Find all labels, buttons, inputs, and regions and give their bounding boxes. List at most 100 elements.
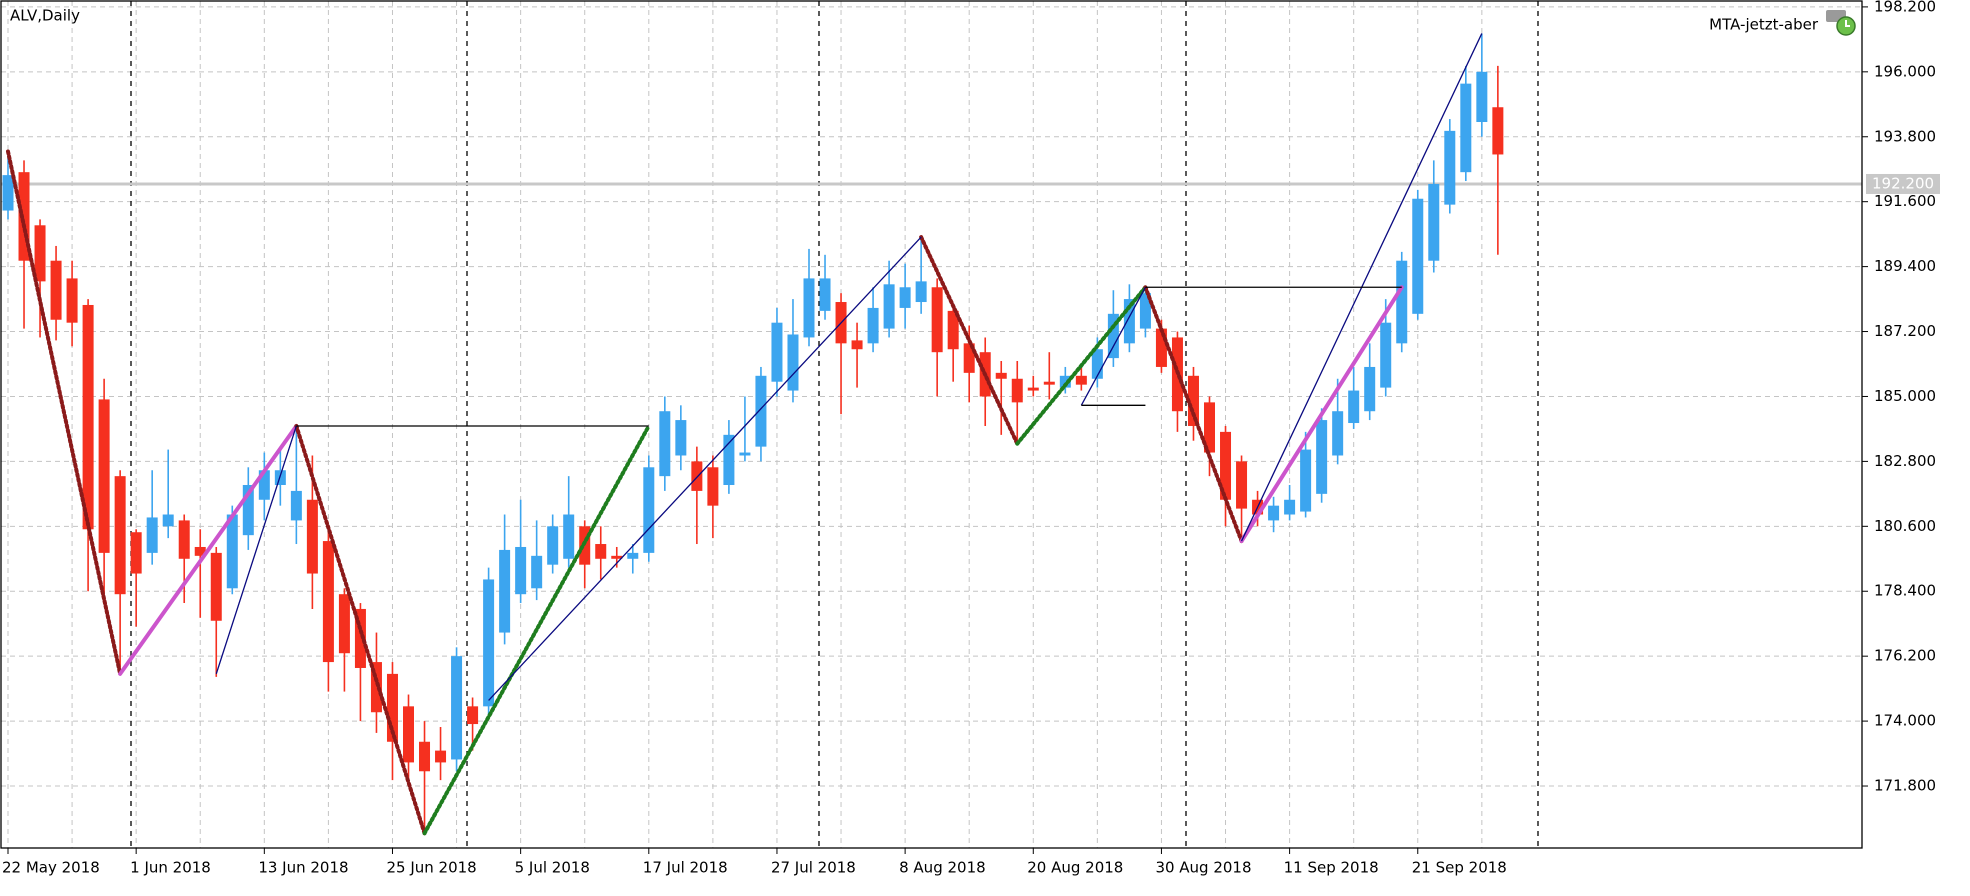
candle-body: [691, 461, 703, 491]
candle-body: [162, 514, 174, 527]
candle-body: [643, 467, 655, 553]
candle-body: [18, 172, 30, 261]
candle-body: [1011, 378, 1023, 403]
candle-body: [1476, 71, 1488, 122]
candle-body: [1444, 130, 1456, 205]
candle-body: [1460, 83, 1472, 173]
y-tick-label: 176.200: [1874, 647, 1936, 665]
overlay-line: [294, 423, 427, 836]
candle-body: [50, 260, 62, 320]
overlay-line: [1015, 285, 1148, 446]
y-tick-label: 180.600: [1874, 517, 1936, 535]
candle-body: [290, 490, 302, 521]
overlay-line: [215, 425, 297, 675]
overlay-line: [1143, 285, 1244, 544]
candle-body: [1348, 390, 1360, 424]
indicator-icon: [1826, 10, 1856, 36]
candle-body: [258, 470, 270, 500]
y-tick-label: 191.600: [1874, 192, 1936, 210]
indicator-label: MTA-jetzt-aber: [1709, 16, 1819, 34]
candle-body: [2, 175, 14, 211]
x-tick-label: 30 Aug 2018: [1155, 859, 1251, 877]
candle-body: [1107, 313, 1119, 359]
candle-body: [963, 343, 975, 373]
overlay-line: [118, 423, 299, 676]
candle-body: [338, 594, 350, 654]
candle-body: [563, 514, 575, 559]
candle-body: [435, 750, 447, 763]
x-tick-label: 11 Sep 2018: [1284, 859, 1379, 877]
candle-body: [1220, 431, 1232, 500]
candle-body: [851, 340, 863, 350]
candle-body: [947, 310, 959, 350]
candle-body: [34, 225, 46, 282]
y-tick-label: 198.200: [1874, 0, 1936, 15]
candle-body: [1428, 183, 1440, 261]
candle-body: [194, 546, 206, 556]
overlay-line: [422, 423, 651, 836]
candle-body: [1059, 375, 1071, 388]
y-tick-label: 187.200: [1874, 322, 1936, 340]
x-tick-label: 21 Sep 2018: [1412, 859, 1507, 877]
candle-body: [1043, 381, 1055, 385]
candle-body: [867, 307, 879, 344]
candle-body: [322, 541, 334, 663]
candle-body: [1204, 402, 1215, 453]
period-separators: [130, 1, 1539, 848]
x-tick-label: 13 Jun 2018: [258, 859, 348, 877]
y-tick-label: 178.400: [1874, 582, 1936, 600]
candle-body: [370, 662, 382, 713]
x-tick-label: 17 Jul 2018: [643, 859, 728, 877]
candle-body: [386, 673, 398, 742]
candle-body: [611, 555, 623, 559]
y-tick-label: 182.800: [1874, 452, 1936, 470]
x-tick-label: 20 Aug 2018: [1027, 859, 1123, 877]
candle-body: [1123, 299, 1135, 344]
candle-body: [66, 278, 78, 323]
candle-body: [467, 706, 479, 725]
x-tick-label: 5 Jul 2018: [515, 859, 590, 877]
candle-body: [531, 555, 543, 589]
plot: [1, 33, 1862, 836]
y-tick-label: 193.800: [1874, 127, 1936, 145]
candle-body: [723, 434, 735, 485]
y-tick-label: 196.000: [1874, 62, 1936, 80]
candle-body: [210, 552, 222, 621]
candle-body: [1268, 505, 1280, 521]
chart-title: ALV,Daily: [10, 7, 80, 25]
y-tick-label: 171.800: [1874, 777, 1936, 795]
candle-body: [659, 411, 671, 477]
candle-body: [403, 706, 414, 763]
candle-body: [675, 420, 687, 456]
candle-body: [883, 284, 895, 329]
candle-body: [1300, 449, 1312, 512]
candle-body: [483, 579, 495, 707]
candle-body: [771, 322, 783, 382]
candle-body: [1332, 411, 1344, 456]
candle-body: [755, 375, 767, 447]
candle-body: [1412, 198, 1424, 314]
candle-body: [819, 278, 831, 311]
x-tick-label: 25 Jun 2018: [386, 859, 476, 877]
candle-body: [130, 532, 142, 574]
candle-body: [226, 514, 238, 589]
overlay-line: [1080, 286, 1146, 406]
x-tick-label: 22 May 2018: [2, 859, 100, 877]
candle-body: [627, 552, 639, 559]
candle-body: [1027, 387, 1039, 391]
price-label: 192.200: [1872, 174, 1934, 192]
candle-body: [1187, 375, 1199, 426]
x-tick-label: 8 Aug 2018: [899, 859, 986, 877]
candle-body: [707, 467, 719, 506]
x-tick-label: 27 Jul 2018: [771, 859, 856, 877]
candle-body: [306, 499, 318, 574]
y-tick-label: 174.000: [1874, 712, 1936, 730]
candle-body: [995, 372, 1007, 379]
candle-body: [739, 452, 751, 456]
candle-body: [82, 304, 94, 530]
candle-body: [595, 544, 607, 559]
overlay-line: [6, 149, 123, 676]
candle-body: [114, 476, 126, 595]
